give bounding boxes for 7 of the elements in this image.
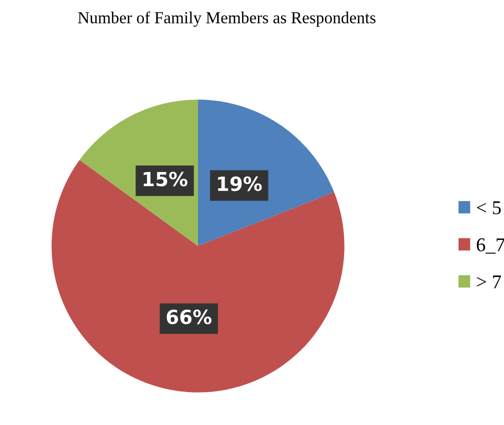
chart-title: Number of Family Members as Respondents xyxy=(78,11,376,27)
pie-slice xyxy=(52,160,344,392)
legend-label: > 7 xyxy=(476,276,501,288)
data-label: 15% xyxy=(144,172,188,186)
data-label: 19% xyxy=(218,176,262,192)
data-label: 66% xyxy=(166,310,212,324)
legend-label: < 5 xyxy=(476,201,501,214)
